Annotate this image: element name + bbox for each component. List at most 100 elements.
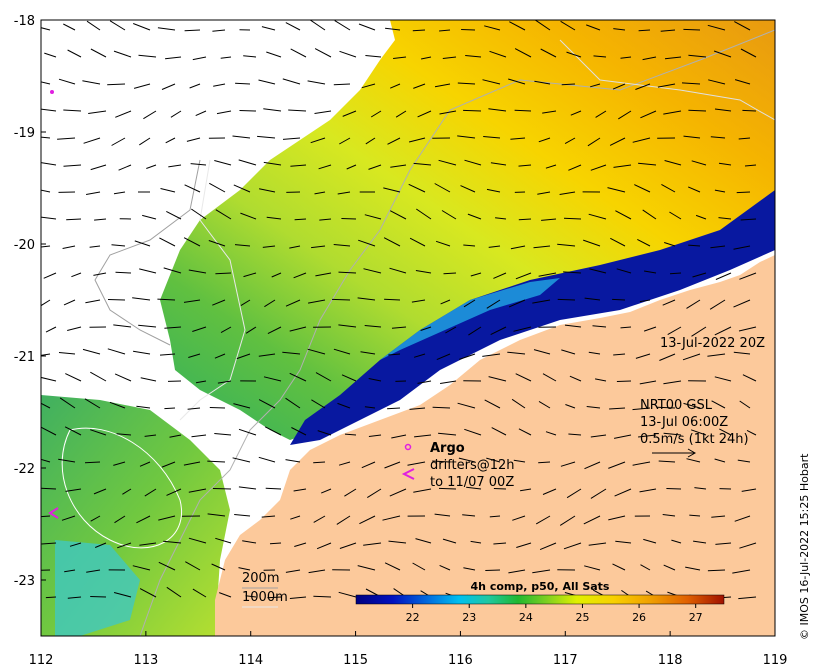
current-vector (282, 137, 301, 140)
current-vector (186, 137, 201, 142)
current-vector (534, 80, 551, 85)
current-vector (313, 515, 326, 523)
current-vector (409, 237, 426, 247)
current-vector (520, 488, 532, 492)
current-vector (490, 326, 507, 336)
current-vector (361, 461, 376, 469)
current-vector (232, 457, 251, 463)
current-vector (139, 588, 157, 598)
current-vector (360, 351, 376, 355)
current-vector (635, 353, 651, 359)
current-vector (468, 326, 482, 336)
current-vector (214, 433, 232, 436)
current-vector (413, 162, 432, 166)
current-vector (439, 564, 451, 571)
current-vector (390, 164, 407, 168)
current-vector (310, 137, 326, 144)
current-scale-arrow (652, 448, 697, 458)
current-vector (220, 326, 232, 334)
current-vector (64, 569, 76, 573)
current-vector (191, 434, 207, 438)
argo-float-marker (50, 90, 54, 94)
current-vector (368, 164, 382, 170)
current-vector (90, 48, 107, 58)
current-vector (317, 430, 332, 436)
current-vector (660, 29, 676, 32)
current-vector (608, 461, 626, 469)
current-vector (560, 20, 576, 31)
current-vector (590, 488, 607, 499)
current-vector (638, 29, 651, 32)
current-vector (564, 324, 582, 328)
current-vector (413, 83, 426, 89)
current-vector (434, 513, 451, 517)
current-vector (559, 191, 576, 195)
current-vector (664, 242, 676, 247)
current-vector (41, 81, 51, 85)
current-vector (239, 110, 257, 112)
current-vector (313, 595, 332, 598)
credit-label: © IMOS 16-Jul-2022 15:25 Hobart (798, 453, 811, 640)
current-vector (462, 514, 476, 517)
current-vector (71, 272, 82, 278)
colorbar (355, 594, 725, 605)
current-vector (364, 406, 376, 409)
current-vector (413, 353, 426, 358)
current-vector (390, 83, 401, 89)
latitude-axis: -18 -19 -20 -21 -22 -23 (14, 14, 46, 589)
current-vector (192, 588, 207, 598)
current-vector (263, 108, 282, 112)
current-vector (463, 567, 476, 571)
current-vector (114, 515, 126, 524)
current-vector (293, 272, 307, 279)
current-vector (686, 458, 701, 463)
current-vector (540, 48, 557, 58)
current-vector (620, 56, 632, 59)
current-vector (308, 569, 326, 574)
colorbar-tick-label: 23 (462, 611, 476, 624)
current-vector (466, 486, 482, 490)
current-vector (133, 350, 151, 355)
current-vector (695, 214, 707, 220)
current-vector (85, 299, 101, 304)
current-vector (508, 78, 526, 85)
current-vector (263, 376, 282, 382)
current-vector (358, 239, 376, 247)
contour-1000m-label: 1000m (242, 590, 288, 605)
current-vector (282, 78, 301, 85)
current-vector (245, 595, 257, 598)
current-vector (733, 245, 751, 250)
current-vector (257, 135, 276, 139)
current-vector (714, 376, 732, 382)
current-vector (83, 137, 101, 144)
current-vector (694, 487, 707, 490)
current-vector (243, 272, 257, 278)
current-vector (307, 80, 326, 85)
current-vector (457, 402, 476, 409)
current-vector (589, 268, 607, 274)
current-vector (609, 137, 626, 146)
current-vector (59, 397, 76, 409)
current-vector (563, 271, 582, 274)
current-vector (63, 299, 76, 306)
current-vector (389, 267, 407, 274)
current-vector (615, 540, 632, 544)
current-vector (67, 49, 82, 58)
current-vector (240, 299, 251, 307)
current-vector (388, 540, 407, 544)
current-vector (489, 515, 501, 518)
current-vector (363, 542, 382, 546)
current-vector (41, 542, 57, 545)
current-vector (664, 160, 682, 166)
current-vector (683, 28, 701, 31)
current-vector (588, 213, 607, 220)
current-vector (113, 191, 126, 195)
current-vector (365, 137, 376, 145)
colorbar-tick-label: 24 (519, 611, 533, 624)
current-vector (539, 542, 557, 551)
current-vector (513, 326, 532, 332)
plot-frame (40, 19, 776, 637)
contour-shelf-loop (94, 159, 201, 346)
current-vector (484, 25, 501, 31)
current-vector (532, 569, 551, 574)
